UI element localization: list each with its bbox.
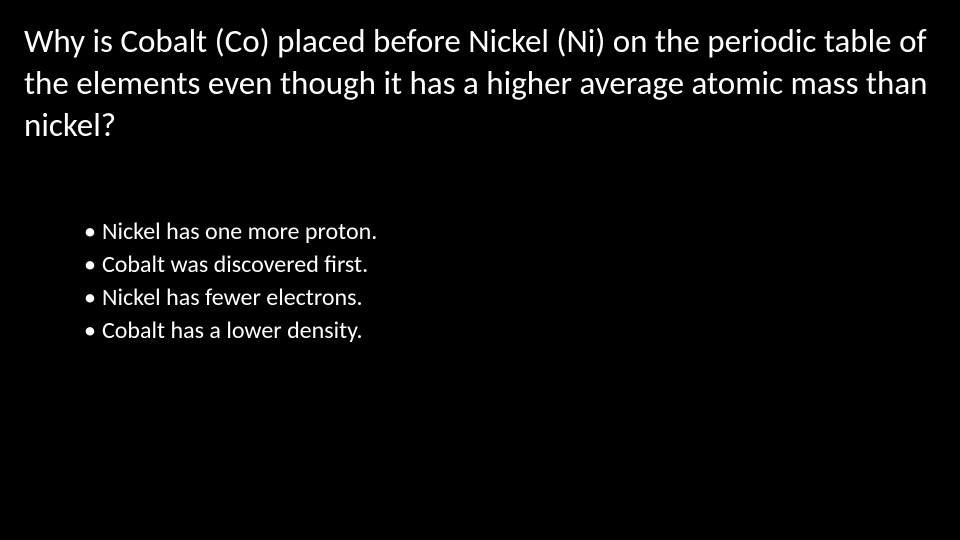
option-item: • Nickel has one more proton.	[84, 215, 936, 248]
bullet-icon: •	[84, 314, 96, 347]
option-text: Nickel has fewer electrons.	[102, 281, 363, 314]
option-item: • Nickel has fewer electrons.	[84, 281, 936, 314]
question-text: Why is Cobalt (Co) placed before Nickel …	[24, 20, 936, 147]
option-item: • Cobalt has a lower density.	[84, 314, 936, 347]
option-item: • Cobalt was discovered first.	[84, 248, 936, 281]
option-text: Cobalt has a lower density.	[102, 314, 363, 347]
option-text: Nickel has one more proton.	[102, 215, 377, 248]
option-text: Cobalt was discovered first.	[102, 248, 368, 281]
bullet-icon: •	[84, 248, 96, 281]
bullet-icon: •	[84, 281, 96, 314]
slide-container: Why is Cobalt (Co) placed before Nickel …	[0, 0, 960, 367]
bullet-icon: •	[84, 215, 96, 248]
options-list: • Nickel has one more proton. • Cobalt w…	[24, 215, 936, 347]
